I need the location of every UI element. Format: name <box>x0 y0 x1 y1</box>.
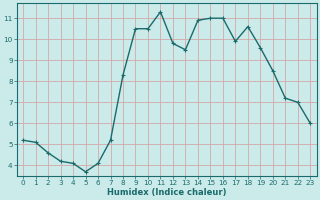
X-axis label: Humidex (Indice chaleur): Humidex (Indice chaleur) <box>107 188 227 197</box>
